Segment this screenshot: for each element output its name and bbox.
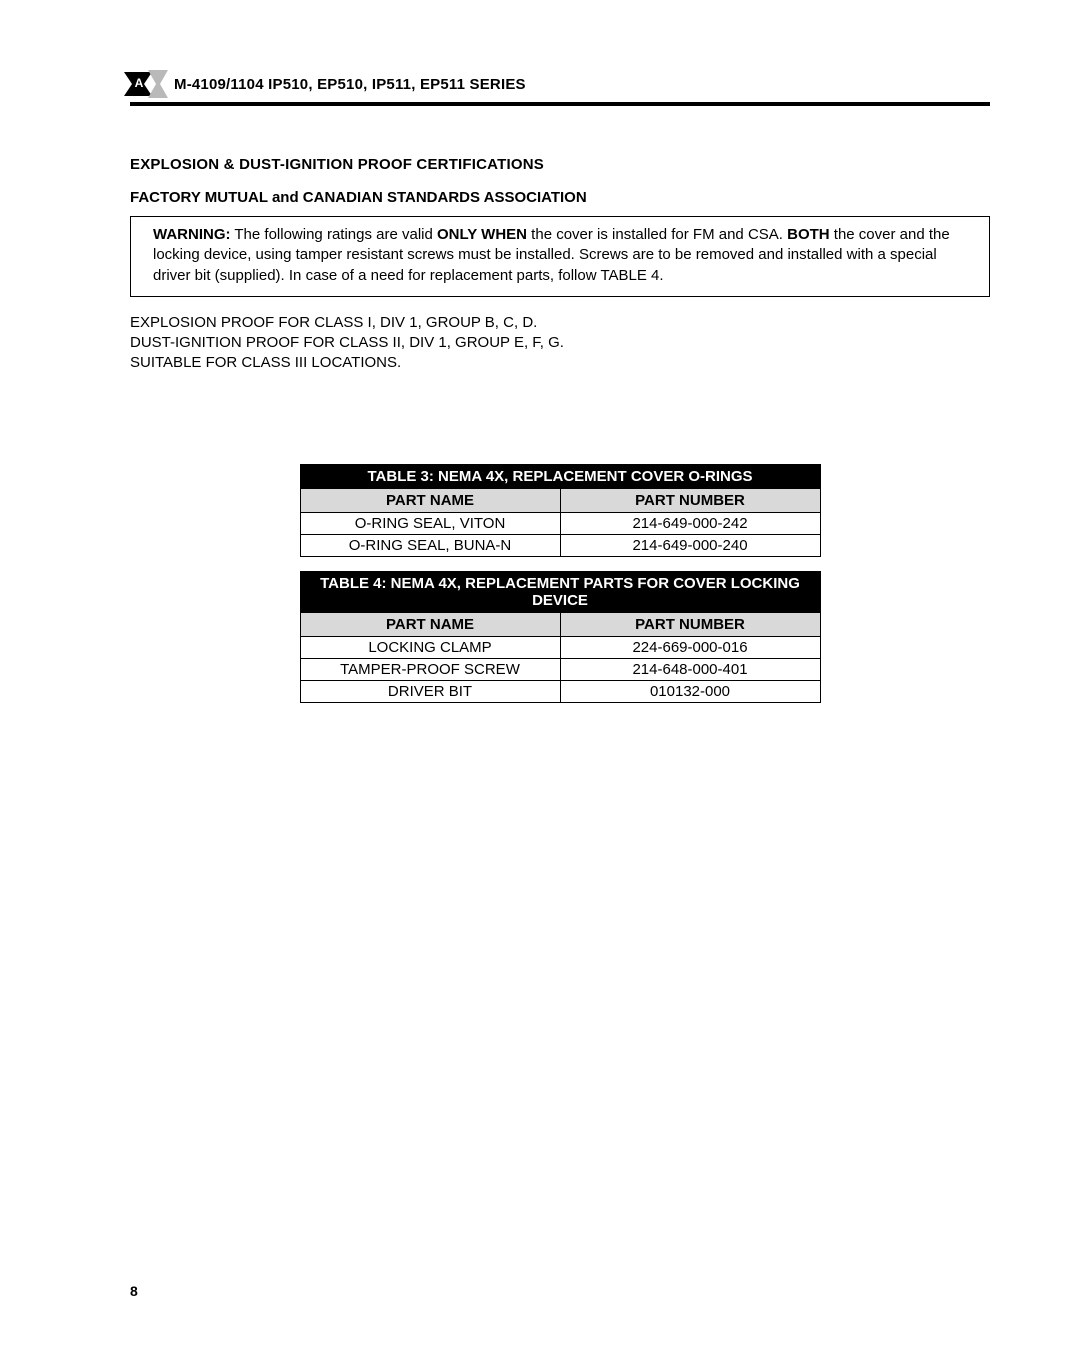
part-number-cell: 214-649-000-242 xyxy=(560,512,820,534)
table-4-header-row: PART NAME PART NUMBER xyxy=(300,612,820,636)
part-name-cell: O-RING SEAL, BUNA-N xyxy=(300,534,560,556)
header-row: A M-4109/1104 IP510, EP510, IP511, EP511… xyxy=(124,70,990,98)
part-number-cell: 010132-000 xyxy=(560,680,820,702)
body-line-1: EXPLOSION PROOF FOR CLASS I, DIV 1, GROU… xyxy=(130,313,990,333)
part-number-cell: 214-648-000-401 xyxy=(560,658,820,680)
section-title: EXPLOSION & DUST-IGNITION PROOF CERTIFIC… xyxy=(130,156,990,173)
page-number: 8 xyxy=(130,1283,138,1299)
part-name-cell: LOCKING CLAMP xyxy=(300,636,560,658)
body-line-3: SUITABLE FOR CLASS III LOCATIONS. xyxy=(130,353,990,373)
table-4-title: TABLE 4: NEMA 4X, REPLACEMENT PARTS FOR … xyxy=(300,571,820,612)
table-4-col-number: PART NUMBER xyxy=(560,612,820,636)
warning-text-1b: the cover is installed for FM and CSA. xyxy=(527,226,787,243)
table-row: O-RING SEAL, BUNA-N214-649-000-240 xyxy=(300,534,820,556)
table-3-title: TABLE 3: NEMA 4X, REPLACEMENT COVER O-RI… xyxy=(300,464,820,488)
header-badge-icon: A xyxy=(124,70,168,98)
table-row: TAMPER-PROOF SCREW214-648-000-401 xyxy=(300,658,820,680)
table-row: O-RING SEAL, VITON214-649-000-242 xyxy=(300,512,820,534)
page-container: A M-4109/1104 IP510, EP510, IP511, EP511… xyxy=(0,0,1080,753)
part-name-cell: O-RING SEAL, VITON xyxy=(300,512,560,534)
part-number-cell: 214-649-000-240 xyxy=(560,534,820,556)
subsection-title: FACTORY MUTUAL and CANADIAN STANDARDS AS… xyxy=(130,189,990,206)
part-name-cell: DRIVER BIT xyxy=(300,680,560,702)
table-3-title-row: TABLE 3: NEMA 4X, REPLACEMENT COVER O-RI… xyxy=(300,464,820,488)
table-row: LOCKING CLAMP224-669-000-016 xyxy=(300,636,820,658)
badge-letter: A xyxy=(135,76,144,90)
part-number-cell: 224-669-000-016 xyxy=(560,636,820,658)
document-title: M-4109/1104 IP510, EP510, IP511, EP511 S… xyxy=(174,76,526,93)
header-rule xyxy=(130,102,990,106)
table-3: TABLE 3: NEMA 4X, REPLACEMENT COVER O-RI… xyxy=(300,464,821,557)
tables-wrapper: TABLE 3: NEMA 4X, REPLACEMENT COVER O-RI… xyxy=(130,464,990,703)
table-3-col-number: PART NUMBER xyxy=(560,488,820,512)
part-name-cell: TAMPER-PROOF SCREW xyxy=(300,658,560,680)
table-4: TABLE 4: NEMA 4X, REPLACEMENT PARTS FOR … xyxy=(300,571,821,703)
warning-only-when: ONLY WHEN xyxy=(437,226,527,243)
warning-label: WARNING: xyxy=(153,226,231,243)
body-text: EXPLOSION PROOF FOR CLASS I, DIV 1, GROU… xyxy=(130,313,990,374)
body-line-2: DUST-IGNITION PROOF FOR CLASS II, DIV 1,… xyxy=(130,333,990,353)
table-4-title-row: TABLE 4: NEMA 4X, REPLACEMENT PARTS FOR … xyxy=(300,571,820,612)
table-row: DRIVER BIT010132-000 xyxy=(300,680,820,702)
warning-both: BOTH xyxy=(787,226,830,243)
table-3-col-name: PART NAME xyxy=(300,488,560,512)
table-3-header-row: PART NAME PART NUMBER xyxy=(300,488,820,512)
table-4-col-name: PART NAME xyxy=(300,612,560,636)
warning-box: WARNING: The following ratings are valid… xyxy=(130,216,990,297)
warning-text-1a: The following ratings are valid xyxy=(231,226,438,243)
